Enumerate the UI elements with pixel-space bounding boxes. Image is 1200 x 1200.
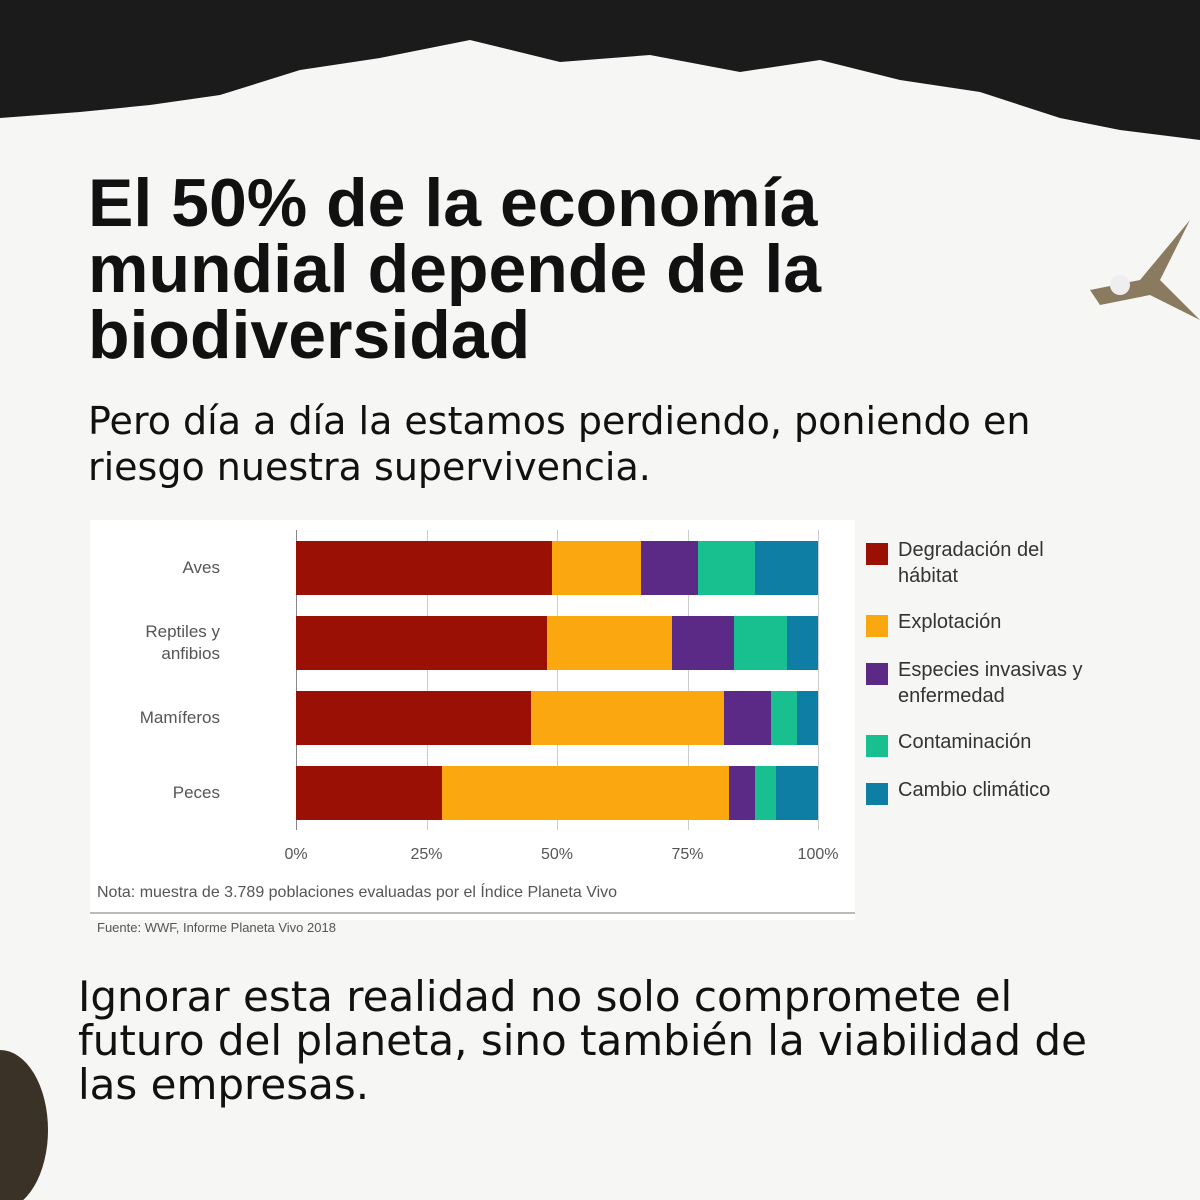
bar-segment [546,616,672,670]
bar-segment [296,616,547,670]
x-tick-label: 25% [410,846,443,863]
bar-segment [797,691,818,745]
bar-segment [530,691,725,745]
category-label: Reptiles y anfibios [145,622,220,663]
legend-label: Especies invasivas y enfermedad [898,659,1083,707]
legend-item: Degradación del hábitat [866,537,1116,589]
y-axis-line [296,530,297,830]
legend-label: Explotación [898,611,1002,633]
bar-segment [786,616,818,670]
category-label: Peces [172,783,220,802]
grid-line [426,530,428,830]
bar-segment [296,541,552,595]
category-label: Aves [182,558,221,577]
bar-segment [776,766,818,820]
bar-segment [442,766,730,820]
bar-segment [771,691,798,745]
bar-segment [551,541,641,595]
legend-swatch [866,735,888,757]
x-tick-label: 100% [797,846,839,863]
bar-segment [734,616,787,670]
torn-paper-top [0,0,1200,140]
grid-line [687,530,689,830]
grid-line [557,530,558,830]
bar-segment [755,766,777,820]
chart-note: Nota: muestra de 3.789 poblaciones evalu… [97,884,618,901]
legend-item: Contaminación [866,729,1116,757]
separator [90,912,855,914]
closing-text: Ignorar esta realidad no solo compromete… [78,972,1087,1109]
subheadline: Pero día a día la estamos perdiendo, pon… [88,399,1031,489]
chart-source: Fuente: WWF, Informe Planeta Vivo 2018 [97,920,336,935]
headline: El 50% de la economía mundial depende de… [88,165,822,373]
x-tick-label: 75% [671,846,704,863]
legend-swatch [866,543,888,565]
legend-item: Cambio climático [866,777,1116,805]
legend-label: Cambio climático [898,779,1051,801]
bar-segment [640,541,698,595]
legend-swatch [866,615,888,637]
x-tick-label: 50% [540,846,574,863]
bar-segment [296,691,531,745]
legend-swatch [866,783,888,805]
legend-item: Explotación [866,609,1116,637]
bar-segment [724,691,771,745]
bar-segment [697,541,756,595]
x-tick-label: 0% [284,846,308,863]
legend-label: Degradación del hábitat [898,539,1044,587]
grid-line [818,530,819,830]
bar-segment [729,766,756,820]
bar-segment [671,616,735,670]
category-label: Mamíferos [139,708,220,727]
legend-item: Especies invasivas y enfermedad [866,657,1116,709]
bar-segment [296,766,443,820]
legend-swatch [866,663,888,685]
legend-label: Contaminación [898,731,1032,753]
bird-decoration [1090,220,1200,320]
animal-decoration [0,1050,48,1200]
bar-segment [755,541,818,595]
